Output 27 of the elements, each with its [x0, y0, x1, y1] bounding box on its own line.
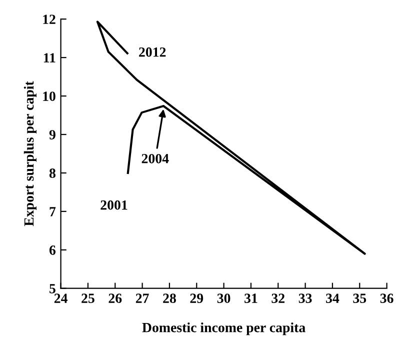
x-tick-label: 32 — [272, 294, 284, 303]
annotation: 2012 — [139, 47, 166, 57]
x-tick-label: 25 — [82, 294, 94, 303]
x-axis-title: Domestic income per capita — [142, 322, 306, 336]
y-tick-label: 6 — [49, 246, 56, 255]
y-tick-label: 7 — [50, 207, 56, 216]
x-tick-label: 30 — [217, 294, 230, 303]
x-tick-label: 31 — [244, 294, 258, 303]
x-tick-label: 28 — [163, 294, 176, 303]
x-tick-label: 29 — [190, 294, 204, 303]
annotation: 2004 — [142, 154, 169, 164]
y-tick-label: 12 — [43, 14, 56, 24]
annotation: 2001 — [100, 200, 128, 210]
y-tick-label: 9 — [49, 130, 56, 140]
x-tick-label: 24 — [54, 294, 68, 303]
x-tick-label: 33 — [298, 294, 312, 303]
x-tick-label: 36 — [380, 294, 394, 303]
y-axis-title: Export surplus per capit — [24, 81, 36, 226]
x-tick-label: 26 — [108, 294, 122, 303]
x-tick-label: 27 — [136, 294, 149, 303]
y-tick-label: 10 — [43, 92, 56, 101]
line-series — [96, 20, 366, 255]
y-tick-label: 5 — [50, 284, 56, 294]
y-tick-label: 11 — [44, 53, 56, 62]
x-tick-label: 35 — [353, 294, 366, 303]
y-tick-label: 8 — [49, 168, 56, 178]
x-tick-label: 34 — [326, 294, 340, 303]
